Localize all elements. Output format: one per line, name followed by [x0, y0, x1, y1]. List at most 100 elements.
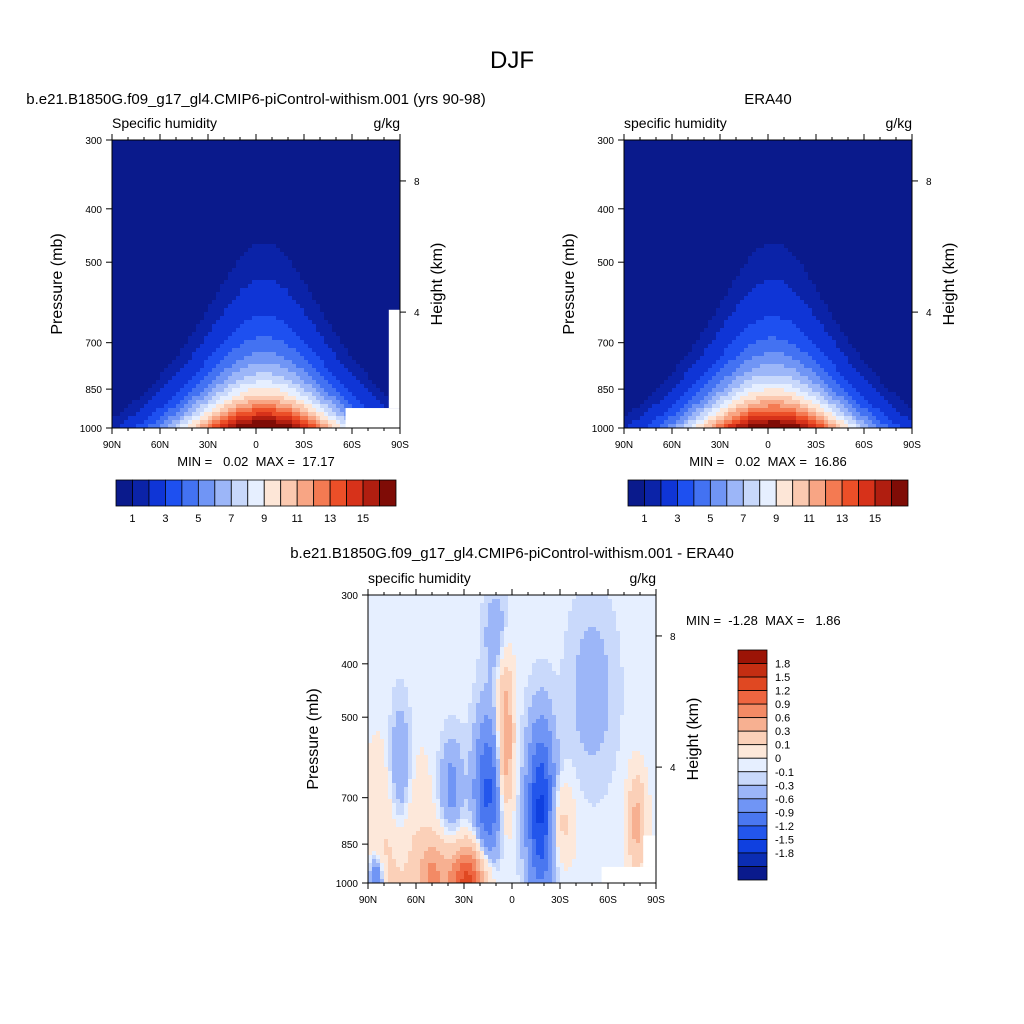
obs-colorbar-swatch	[677, 479, 695, 507]
model-colorbar-swatch	[230, 479, 249, 507]
panel-diff-contour-field	[368, 595, 656, 883]
obs-colorbar-label: 1	[641, 513, 647, 525]
model-colorbar-swatch	[148, 479, 166, 507]
panel-model: b.e21.B1850G.f09_g17_gl4.CMIP6-piControl…	[26, 91, 485, 525]
panel-model-title: b.e21.B1850G.f09_g17_gl4.CMIP6-piControl…	[26, 91, 485, 108]
obs-colorbar-label: 5	[707, 513, 713, 525]
model-colorbar-swatch	[132, 479, 150, 507]
obs-y-tick-label: 500	[597, 258, 614, 269]
obs-colorbar-label: 11	[803, 513, 814, 525]
panel-model-contour-field	[112, 140, 400, 428]
model-colorbar-swatch	[313, 479, 331, 507]
obs-colorbar-swatch	[775, 479, 794, 507]
obs-colorbar-swatch	[644, 479, 662, 507]
obs-colorbar-swatch	[825, 479, 843, 507]
obs-y-tick-label: 700	[597, 339, 614, 350]
diff-x-tick-label: 30S	[551, 895, 569, 906]
diff-colorbar-label: -1.2	[775, 821, 794, 833]
model-y-tick-label: 300	[85, 136, 102, 147]
obs-x-tick-label: 0	[765, 440, 771, 451]
obs-x-tick-label: 90S	[903, 440, 921, 451]
model-colorbar-swatch	[263, 479, 282, 507]
model-colorbar-label: 15	[357, 513, 369, 525]
obs-colorbar-swatch	[693, 479, 711, 507]
obs-colorbar-label: 9	[773, 513, 779, 525]
diff-colorbar-label: 1.5	[775, 672, 790, 684]
panel-diff: b.e21.B1850G.f09_g17_gl4.CMIP6-piControl…	[290, 545, 840, 906]
model-colorbar-swatch	[115, 479, 133, 507]
diff-colorbar-label: -0.9	[775, 807, 794, 819]
obs-x-tick-label: 60S	[855, 440, 873, 451]
model-colorbar-label: 11	[291, 513, 302, 525]
model-colorbar-swatch	[362, 479, 380, 507]
diff-y-tick-label: 850	[341, 840, 358, 851]
diff-colorbar-label: -0.1	[775, 767, 794, 779]
diff-colorbar-label: 0	[775, 753, 781, 765]
model-x-tick-label: 30N	[199, 440, 217, 451]
model-y-tick-label: 500	[85, 258, 102, 269]
model-x-tick-label: 30S	[295, 440, 313, 451]
obs-colorbar-swatch	[874, 479, 892, 507]
obs-height-tick-label: 8	[926, 177, 932, 188]
panel-model-stats: MIN = 0.02 MAX = 17.17	[177, 454, 335, 469]
obs-colorbar-swatch	[627, 479, 645, 507]
diff-colorbar-label: 0.1	[775, 740, 790, 752]
obs-colorbar-label: 3	[674, 513, 680, 525]
obs-colorbar-swatch	[792, 479, 810, 507]
model-colorbar-swatch	[165, 479, 183, 507]
panel-diff-left-string: specific humidity	[368, 570, 471, 586]
panel-model-left-string: Specific humidity	[112, 115, 217, 131]
model-y-tick-label: 850	[85, 385, 102, 396]
diff-colorbar-swatch	[737, 730, 768, 746]
model-colorbar-swatch	[214, 479, 232, 507]
diff-colorbar-swatch	[737, 717, 768, 732]
diff-height-tick-label: 8	[670, 632, 676, 643]
panel-diff-title: b.e21.B1850G.f09_g17_gl4.CMIP6-piControl…	[290, 545, 734, 562]
model-colorbar-swatch	[346, 479, 364, 507]
panel-diff-axes: 90N 60N 30N 0 30S 60S 90S 300 400 500 700 850 1000 8 4	[336, 589, 676, 906]
diff-colorbar-swatch	[737, 690, 768, 705]
panel-obs-stats: MIN = 0.02 MAX = 16.86	[689, 454, 847, 469]
panel-diff-ylabel: Pressure (mb)	[305, 688, 322, 789]
diff-y-tick-label: 700	[341, 794, 358, 805]
obs-height-tick-label: 4	[926, 308, 932, 319]
diff-colorbar-swatch	[737, 798, 768, 813]
obs-colorbar-label: 15	[869, 513, 881, 525]
diff-colorbar-label: -1.8	[775, 848, 794, 860]
model-x-tick-label: 60S	[343, 440, 361, 451]
diff-x-tick-label: 60S	[599, 895, 617, 906]
obs-colorbar-swatch	[660, 479, 678, 507]
panel-obs-ylabel: Pressure (mb)	[561, 233, 578, 334]
obs-y-tick-label: 400	[597, 205, 614, 216]
obs-x-tick-label: 90N	[615, 440, 633, 451]
diff-height-tick-label: 4	[670, 763, 676, 774]
panel-obs-y2label: Height (km)	[941, 243, 958, 326]
diff-colorbar-label: 0.6	[775, 713, 790, 725]
model-x-tick-label: 60N	[151, 440, 169, 451]
model-colorbar-swatch	[247, 479, 265, 507]
diff-y-tick-label: 1000	[336, 879, 359, 890]
model-colorbar-label: 5	[195, 513, 201, 525]
diff-colorbar-label: 1.8	[775, 659, 790, 671]
model-y-tick-label: 400	[85, 205, 102, 216]
panel-model-right-string: g/kg	[374, 115, 400, 131]
panel-obs-left-string: specific humidity	[624, 115, 727, 131]
model-x-tick-label: 0	[253, 440, 259, 451]
diff-colorbar-swatch	[737, 649, 768, 664]
diff-y-tick-label: 500	[341, 713, 358, 724]
model-x-tick-label: 90N	[103, 440, 121, 451]
model-height-tick-label: 4	[414, 308, 420, 319]
diff-colorbar-swatch	[737, 784, 768, 800]
obs-colorbar-swatch	[726, 479, 744, 507]
panel-obs-axes: 90N 60N 30N 0 30S 60S 90S 300 400 500 700 850 1000 8 4	[592, 134, 932, 451]
obs-x-tick-label: 30S	[807, 440, 825, 451]
diff-colorbar-swatch	[737, 839, 768, 854]
panel-diff-stats: MIN = -1.28 MAX = 1.86	[686, 613, 841, 628]
diff-x-tick-label: 0	[509, 895, 515, 906]
diff-colorbar-swatch	[737, 676, 768, 691]
diff-colorbar-swatch	[737, 825, 768, 840]
panel-obs-colorbar: 1 3 5 7 9 11 13 15	[627, 479, 909, 525]
model-colorbar-label: 9	[261, 513, 267, 525]
panel-model-ylabel: Pressure (mb)	[49, 233, 66, 334]
